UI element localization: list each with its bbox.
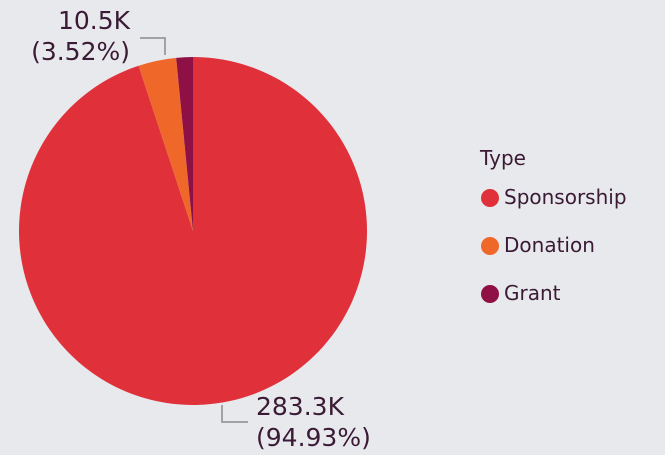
data-label-sponsorship-percent: (94.93%) [256,423,371,452]
legend-label-sponsorship: Sponsorship [504,185,627,209]
leader-line-sponsorship [221,405,248,423]
leader-line-donation [140,37,166,55]
pie-slice-sponsorship [18,57,367,405]
legend: Type Sponsorship Donation Grant [479,146,627,305]
legend-title: Type [479,146,526,170]
legend-marker-donation [481,237,499,255]
data-label-sponsorship-value: 283.3K [256,392,345,421]
legend-marker-sponsorship [481,189,499,207]
pie-slice-donation [138,57,193,231]
legend-label-grant: Grant [504,281,561,305]
legend-label-donation: Donation [504,233,595,257]
data-label-donation-value: 10.5K [58,6,131,35]
data-labels: 10.5K (3.52%) 283.3K (94.93%) [31,6,371,452]
legend-marker-grant [481,285,499,303]
pie-slice-grant [176,57,193,231]
data-label-donation-percent: (3.52%) [31,37,130,66]
pie-slices [18,57,367,405]
